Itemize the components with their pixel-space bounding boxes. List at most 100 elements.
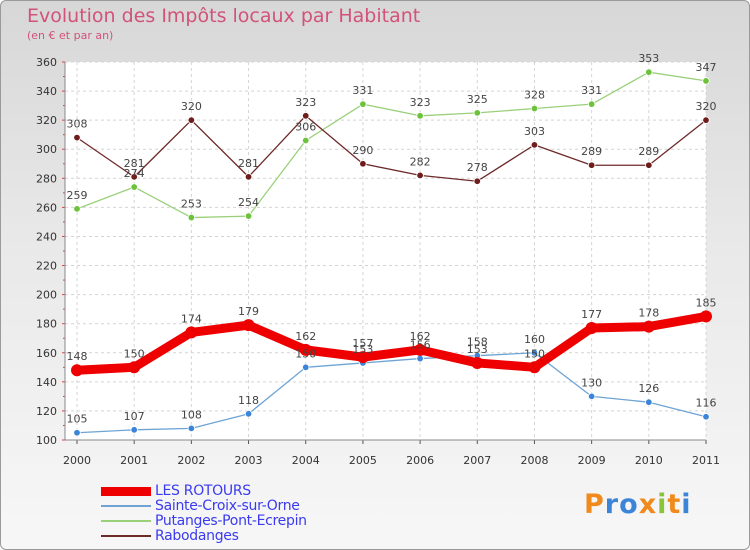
- data-label: 290: [352, 144, 373, 157]
- data-point: [645, 161, 653, 169]
- y-tick-label: 160: [36, 347, 57, 360]
- data-label: 162: [295, 330, 316, 343]
- axes: 100 120 140 160 180 200 220 240 260 280 300 320 340 3…: [36, 56, 720, 467]
- data-point: [530, 104, 539, 113]
- y-tick-label: 140: [36, 376, 57, 389]
- data-point: [302, 363, 310, 372]
- data-label: 347: [696, 61, 717, 74]
- data-label: 150: [524, 347, 545, 360]
- x-tick-label: 2002: [177, 454, 205, 467]
- data-point: [130, 183, 138, 191]
- data-label: 157: [352, 337, 373, 350]
- data-label: 303: [524, 125, 545, 138]
- data-point: [414, 343, 427, 356]
- data-point: [302, 136, 310, 145]
- data-point: [73, 133, 81, 142]
- data-point: [187, 424, 196, 433]
- data-point: [244, 173, 253, 181]
- data-label: 274: [124, 167, 145, 180]
- data-label: 153: [352, 343, 373, 356]
- y-tick-label: 120: [36, 405, 57, 418]
- legend-swatch: [101, 487, 151, 496]
- data-point: [73, 429, 81, 437]
- data-label: 331: [352, 84, 373, 97]
- data-label: 323: [410, 96, 431, 109]
- y-tick-label: 260: [36, 201, 57, 214]
- data-label: 320: [181, 100, 202, 113]
- data-label: 282: [410, 155, 431, 168]
- series-lines: [71, 68, 712, 437]
- logo-letter: i: [657, 489, 668, 520]
- series-line-2: [76, 71, 707, 219]
- data-label: 108: [181, 408, 202, 421]
- data-point: [185, 326, 198, 339]
- data-label: 126: [638, 382, 659, 395]
- data-label: 107: [124, 410, 145, 423]
- data-label: 289: [638, 145, 659, 158]
- logo-letter: r: [604, 489, 620, 520]
- data-point: [359, 100, 367, 108]
- y-tick-label: 220: [36, 260, 57, 273]
- data-point: [702, 413, 710, 421]
- data-point: [528, 361, 541, 374]
- data-point: [299, 343, 312, 356]
- data-label: 328: [524, 89, 545, 102]
- plot-area: [65, 62, 706, 440]
- data-point: [587, 392, 596, 401]
- data-label: 177: [581, 308, 602, 321]
- data-point: [71, 364, 83, 377]
- data-label: 259: [67, 189, 88, 202]
- chart-subtitle: (en € et par an): [27, 29, 114, 42]
- chart-title: Evolution des Impôts locaux par Habitant: [27, 5, 421, 27]
- data-label: 331: [581, 84, 602, 97]
- data-point: [585, 322, 598, 335]
- data-label: 150: [124, 347, 145, 360]
- data-label: 320: [696, 100, 717, 113]
- data-label: 308: [67, 118, 88, 131]
- data-label: 353: [638, 52, 659, 65]
- data-label: 179: [238, 305, 259, 318]
- data-point: [530, 141, 539, 149]
- data-point: [416, 112, 424, 120]
- data-label: 254: [238, 196, 259, 209]
- data-label: 178: [638, 307, 659, 320]
- y-tick-label: 180: [36, 318, 57, 331]
- series-line-1: [76, 352, 707, 434]
- data-label: 325: [467, 93, 488, 106]
- data-label: 156: [410, 339, 431, 352]
- y-tick-label: 320: [36, 114, 57, 127]
- x-tick-label: 2006: [406, 454, 434, 467]
- data-point: [473, 177, 481, 185]
- legend-swatch: [101, 520, 151, 522]
- x-tick-label: 2000: [63, 454, 91, 467]
- data-point: [187, 116, 196, 124]
- data-label: 174: [181, 312, 202, 325]
- data-label: 148: [67, 350, 88, 363]
- data-point: [356, 351, 369, 364]
- data-label: 160: [524, 333, 545, 346]
- legend-label: Rabodanges: [155, 528, 239, 544]
- x-tick-label: 2007: [463, 454, 491, 467]
- data-point: [187, 213, 196, 222]
- data-point: [359, 160, 367, 168]
- data-point: [473, 109, 481, 117]
- data-point: [73, 205, 81, 213]
- y-tick-label: 100: [36, 434, 57, 447]
- data-labels: 148 150 174 179 162 157 162 153 150 177 178 185 105 1…: [67, 52, 717, 426]
- data-point: [702, 77, 710, 85]
- data-point: [302, 112, 310, 120]
- data-point: [587, 161, 596, 169]
- data-label: 150: [295, 347, 316, 360]
- data-label: 158: [467, 336, 488, 349]
- data-point: [416, 354, 424, 363]
- x-tick-label: 2010: [635, 454, 663, 467]
- data-label: 162: [410, 330, 431, 343]
- data-point: [128, 361, 141, 374]
- series-line-0: [76, 311, 707, 375]
- data-label: 118: [238, 394, 259, 407]
- data-point: [530, 349, 539, 357]
- legend-swatch: [101, 535, 151, 537]
- legend-label: Putanges-Pont-Ecrepin: [155, 513, 307, 529]
- data-label: 153: [467, 343, 488, 356]
